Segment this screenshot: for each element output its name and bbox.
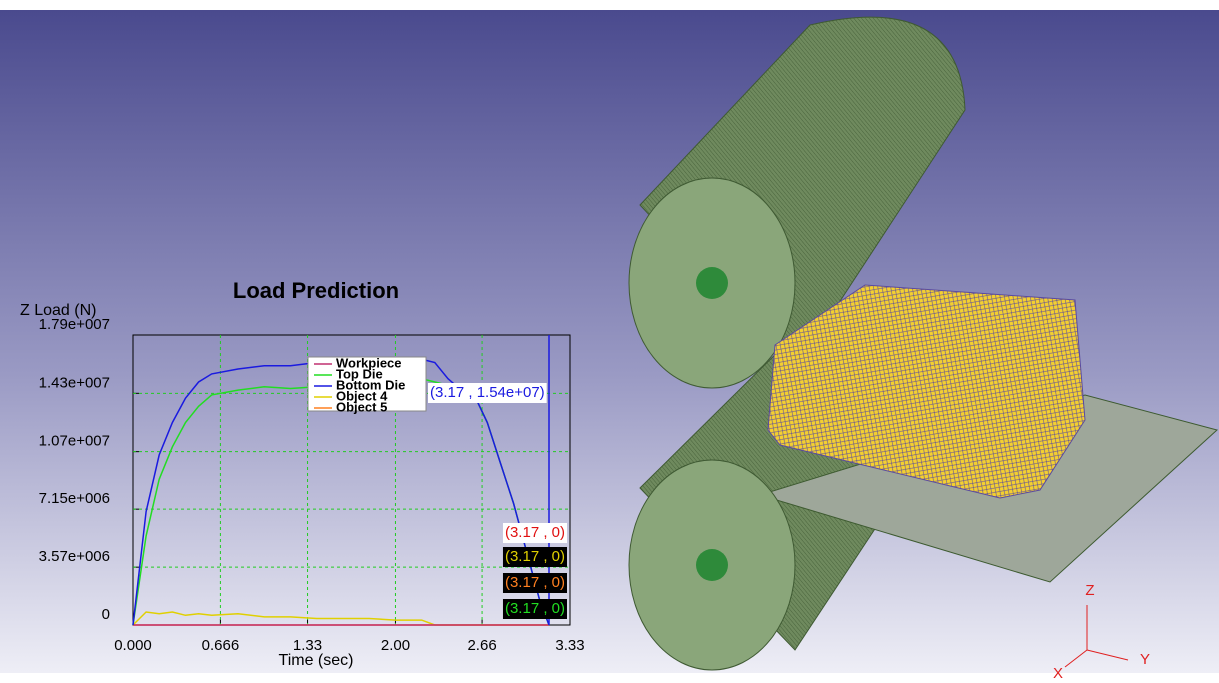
annotation: (3.17 , 0) [505, 548, 565, 565]
annotation: (3.17 , 0) [505, 574, 565, 591]
y-tick-label: 0 [102, 606, 110, 623]
y-tick-label: 3.57e+006 [39, 548, 110, 565]
top-roll-hub [696, 267, 728, 299]
x-tick-label: 3.33 [555, 637, 584, 654]
x-tick-label: 2.66 [467, 637, 496, 654]
annotation: (3.17 , 1.54e+07) [430, 384, 545, 401]
axis-z-label: Z [1085, 582, 1094, 599]
annotation: (3.17 , 0) [505, 524, 565, 541]
x-tick-label: 0.666 [202, 637, 240, 654]
y-tick-label: 1.43e+007 [39, 374, 110, 391]
axis-y-label: Y [1140, 651, 1150, 668]
x-tick-label: 1.33 [293, 637, 322, 654]
annotation: (3.17 , 0) [505, 600, 565, 617]
axis-x-label: X [1053, 665, 1063, 682]
x-tick-label: 0.000 [114, 637, 152, 654]
bottom-roll-hub [696, 549, 728, 581]
chart-title: Load Prediction [233, 278, 399, 303]
legend-label: Object 5 [336, 399, 387, 414]
y-tick-label: 1.79e+007 [39, 316, 110, 333]
y-tick-label: 1.07e+007 [39, 433, 110, 450]
x-axis-label: Time (sec) [279, 652, 354, 669]
y-tick-label: 7.15e+006 [39, 490, 110, 507]
viewport: Z Y X Load Prediction Z Load (N) Time (s… [0, 0, 1219, 683]
x-tick-label: 2.00 [381, 637, 410, 654]
